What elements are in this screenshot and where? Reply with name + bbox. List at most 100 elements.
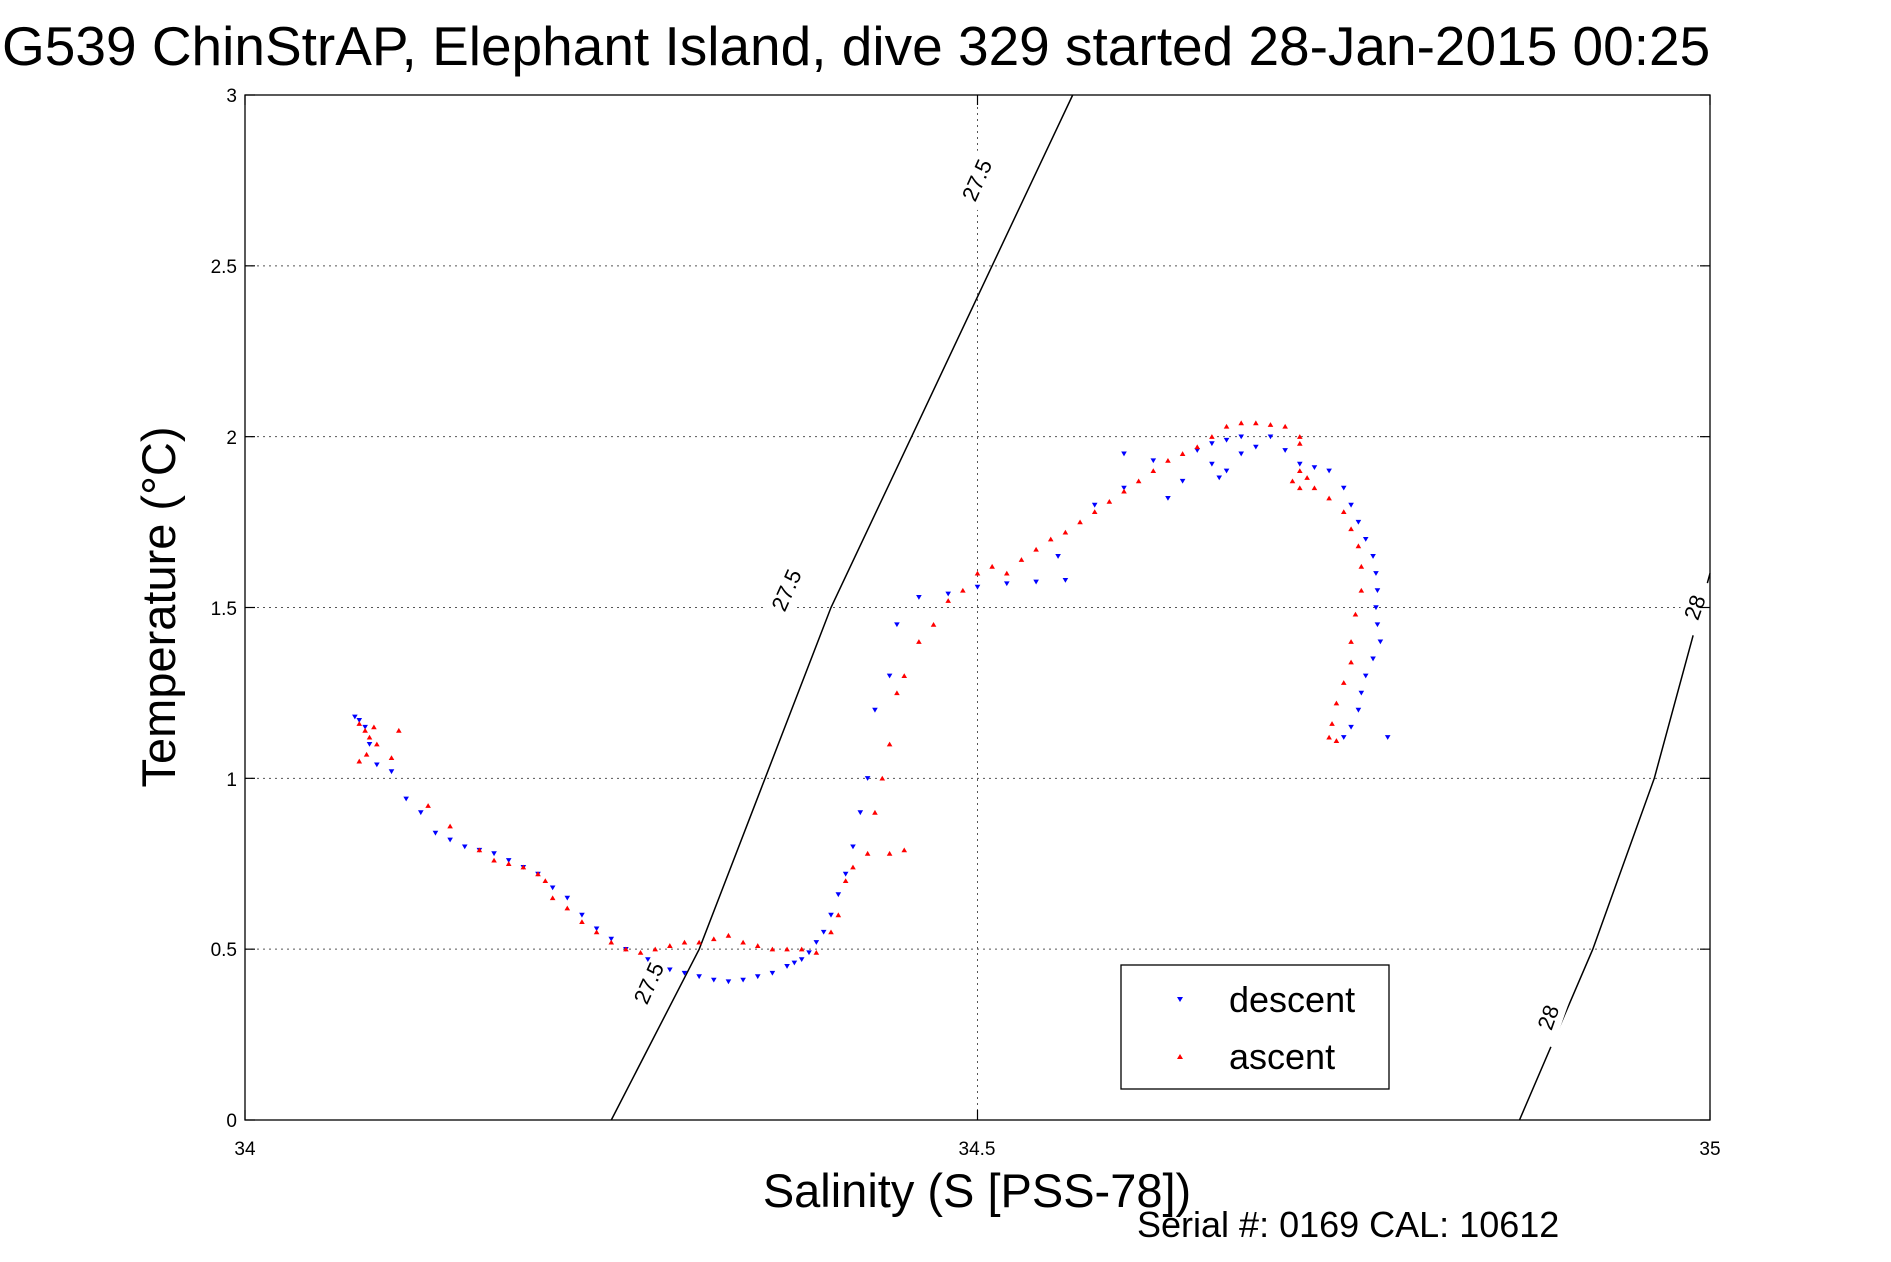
descent-point (1373, 605, 1379, 611)
descent-point (1311, 465, 1318, 471)
descent-point (1362, 673, 1369, 679)
ascent-point (725, 932, 732, 938)
ascent-point (974, 570, 981, 576)
ascent-point (872, 809, 878, 815)
descent-point (784, 964, 790, 969)
ascent-point (667, 943, 673, 948)
ascent-point (1348, 659, 1354, 665)
descent-point (461, 844, 468, 850)
x-tick-label: 34 (234, 1139, 256, 1160)
y-tick-label: 0 (226, 1111, 237, 1132)
descent-point (857, 810, 864, 816)
descent-point (740, 977, 746, 983)
x-axis-label: Salinity (S [PSS-78]) (763, 1164, 1191, 1217)
y-tick-label: 3 (226, 86, 237, 107)
ascent-point (425, 803, 431, 808)
ascent-point (1333, 738, 1340, 743)
ascent-point (769, 946, 776, 952)
contour-label-background (953, 150, 1002, 211)
ascent-point (447, 823, 453, 829)
descent-point (916, 595, 922, 600)
descent-point (1267, 434, 1274, 440)
descent-series (352, 434, 1391, 985)
descent-point (667, 967, 673, 973)
descent-point (828, 912, 834, 918)
descent-point (352, 714, 358, 720)
ascent-point (1106, 498, 1113, 504)
descent-point (549, 885, 556, 891)
ascent-point (356, 721, 363, 726)
descent-point (1209, 461, 1215, 467)
descent-point (1377, 639, 1384, 645)
ascent-point (623, 946, 629, 952)
descent-point (1062, 577, 1069, 583)
descent-point (813, 940, 820, 945)
ascent-point (1340, 509, 1347, 515)
descent-point (754, 974, 761, 980)
ascent-point (901, 673, 908, 679)
descent-point (725, 979, 732, 985)
descent-point (374, 762, 380, 768)
ascent-point (366, 734, 373, 740)
ascent-point (542, 878, 549, 884)
ascent-point (930, 621, 937, 627)
descent-point (447, 837, 453, 843)
ascent-point (1289, 478, 1296, 484)
descent-point (1362, 536, 1369, 542)
descent-point (1340, 485, 1347, 491)
ascent-point (1194, 444, 1201, 450)
ascent-point (593, 929, 600, 935)
descent-point (945, 591, 951, 597)
descent-point (1282, 448, 1288, 453)
descent-point (1055, 554, 1061, 559)
descent-point (769, 970, 776, 976)
descent-point (864, 776, 871, 781)
descent-point (1179, 478, 1186, 484)
y-tick-label: 1 (226, 770, 237, 791)
y-tick-label: 1.5 (211, 599, 237, 620)
descent-point (1355, 707, 1362, 713)
ascent-point (842, 878, 849, 884)
ascent-point (960, 587, 966, 593)
ascent-point (989, 563, 995, 569)
ascent-point (1297, 440, 1303, 446)
legend-ascent-label: ascent (1229, 1036, 1335, 1077)
y-axis-label: Temperature (°C) (132, 427, 185, 788)
ascent-point (754, 943, 761, 948)
ascent-point (1135, 478, 1142, 484)
ascent-point (1267, 422, 1274, 427)
ascent-point (374, 741, 380, 747)
descent-point (1223, 468, 1230, 474)
ascent-point (1062, 529, 1069, 535)
y-tick-label: 0.5 (211, 940, 237, 961)
ascent-point (1297, 468, 1303, 474)
descent-point (681, 970, 688, 976)
ascent-point (1304, 475, 1310, 480)
ascent-point (1311, 485, 1318, 491)
ascent-point (1179, 451, 1186, 456)
ascent-point (835, 912, 842, 918)
ascent-point (363, 751, 370, 757)
descent-point (1374, 588, 1381, 594)
descent-point (1033, 579, 1039, 585)
descent-point (1004, 581, 1010, 587)
ascent-point (549, 895, 556, 901)
descent-point (711, 977, 717, 983)
ascent-point (637, 949, 644, 955)
descent-point (1216, 475, 1223, 481)
ascent-point (1018, 557, 1025, 562)
descent-point (1238, 451, 1244, 457)
ascent-point (886, 741, 893, 747)
descent-point (1358, 690, 1365, 696)
descent-point (806, 950, 812, 956)
descent-point (1194, 448, 1201, 453)
legend-descent-marker (1177, 997, 1183, 1002)
descent-point (366, 741, 373, 747)
descent-point (1348, 724, 1354, 730)
ascent-point (1297, 434, 1303, 439)
ascent-point (1326, 495, 1332, 501)
ascent-point (901, 847, 908, 853)
descent-point (579, 912, 585, 918)
legend-box (1120, 964, 1390, 1090)
